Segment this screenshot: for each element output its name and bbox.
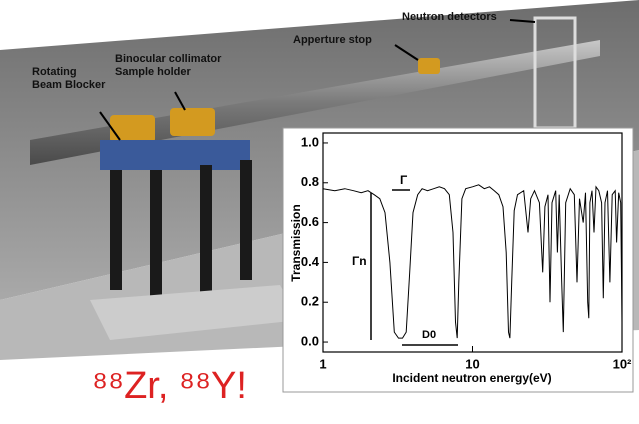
label: Sample holder: [115, 66, 192, 78]
y-axis-label: Transmission: [289, 204, 303, 281]
x-tick-label: 10: [465, 356, 479, 371]
annotations: Γ Γn D0: [352, 173, 458, 346]
chart: Transmission Incident neutron energy(eV)…: [282, 127, 634, 393]
x-tick-label: 1: [319, 356, 326, 371]
label: Apperture stop: [293, 34, 372, 46]
label: Binocular collimator: [115, 53, 222, 65]
label: Beam Blocker: [32, 79, 106, 91]
annotation: D0: [422, 329, 436, 341]
x-tick-label: 10²: [613, 356, 632, 371]
label: Rotating: [32, 66, 77, 78]
x-axis-label: Incident neutron energy(eV): [392, 371, 551, 385]
y-tick-label: 0.6: [301, 214, 319, 229]
y-tick-label: 0.4: [301, 254, 320, 269]
y-tick-label: 1.0: [301, 134, 319, 149]
y-tick-label: 0.2: [301, 294, 319, 309]
caption: ⁸⁸Zr, ⁸⁸Y!: [92, 365, 247, 407]
label: Neutron detectors: [402, 11, 497, 23]
annotation: Γ: [400, 173, 408, 187]
annotation: Γn: [352, 254, 367, 268]
y-tick-label: 0.8: [301, 174, 319, 189]
y-tick-label: 0.0: [301, 333, 319, 348]
transmission-line: [322, 184, 623, 339]
